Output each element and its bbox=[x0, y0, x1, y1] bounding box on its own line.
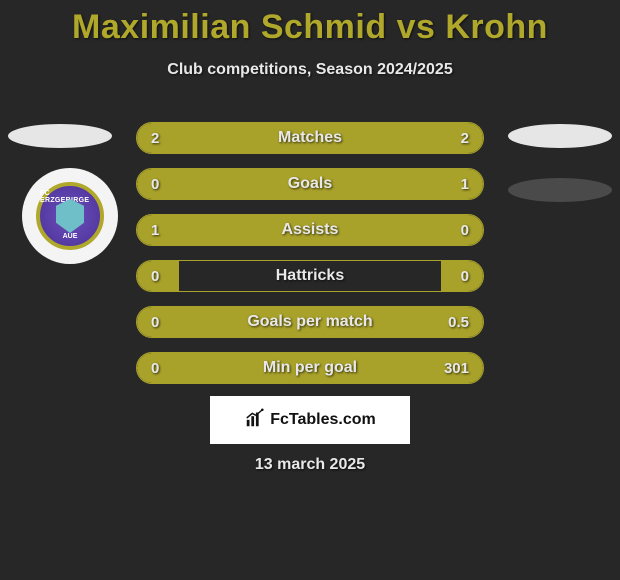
footer-date: 13 march 2025 bbox=[0, 456, 620, 474]
club-badge: FC ERZGEBIRGE AUE bbox=[22, 168, 118, 264]
stat-label: Hattricks bbox=[137, 261, 483, 291]
player-right-oval-1 bbox=[508, 124, 612, 148]
badge-text-bottom: AUE bbox=[63, 233, 78, 240]
badge-shield-icon bbox=[56, 199, 84, 233]
brand-box[interactable]: FcTables.com bbox=[210, 396, 410, 444]
stat-row: Min per goal0 301 bbox=[136, 352, 484, 384]
stat-row: Assists1 0 bbox=[136, 214, 484, 246]
stat-value-left: 2 bbox=[151, 123, 159, 153]
stat-row: Hattricks0 0 bbox=[136, 260, 484, 292]
stat-label: Goals per match bbox=[137, 307, 483, 337]
player-left-oval bbox=[8, 124, 112, 148]
page-subtitle: Club competitions, Season 2024/2025 bbox=[0, 61, 620, 79]
page-title: Maximilian Schmid vs Krohn bbox=[0, 0, 620, 47]
stat-value-right: 0 bbox=[461, 215, 469, 245]
stat-row: Matches2 2 bbox=[136, 122, 484, 154]
stat-value-right: 0 bbox=[461, 261, 469, 291]
stat-value-right: 2 bbox=[461, 123, 469, 153]
stat-value-left: 0 bbox=[151, 169, 159, 199]
stat-row: Goals0 1 bbox=[136, 168, 484, 200]
stat-value-left: 0 bbox=[151, 353, 159, 383]
brand-label: FcTables.com bbox=[270, 411, 376, 429]
stat-value-right: 0.5 bbox=[448, 307, 469, 337]
stats-container: Matches22Goals01Assists10Hattricks00Goal… bbox=[136, 122, 484, 398]
club-badge-inner: FC ERZGEBIRGE AUE bbox=[36, 182, 104, 250]
stat-value-left: 1 bbox=[151, 215, 159, 245]
player-right-oval-2 bbox=[508, 178, 612, 202]
stat-value-left: 0 bbox=[151, 307, 159, 337]
stat-label: Goals bbox=[137, 169, 483, 199]
stat-label: Matches bbox=[137, 123, 483, 153]
stat-label: Min per goal bbox=[137, 353, 483, 383]
stat-value-right: 301 bbox=[444, 353, 469, 383]
stat-value-right: 1 bbox=[461, 169, 469, 199]
stat-value-left: 0 bbox=[151, 261, 159, 291]
stat-label: Assists bbox=[137, 215, 483, 245]
chart-icon bbox=[244, 407, 266, 434]
stat-row: Goals per match0 0.5 bbox=[136, 306, 484, 338]
